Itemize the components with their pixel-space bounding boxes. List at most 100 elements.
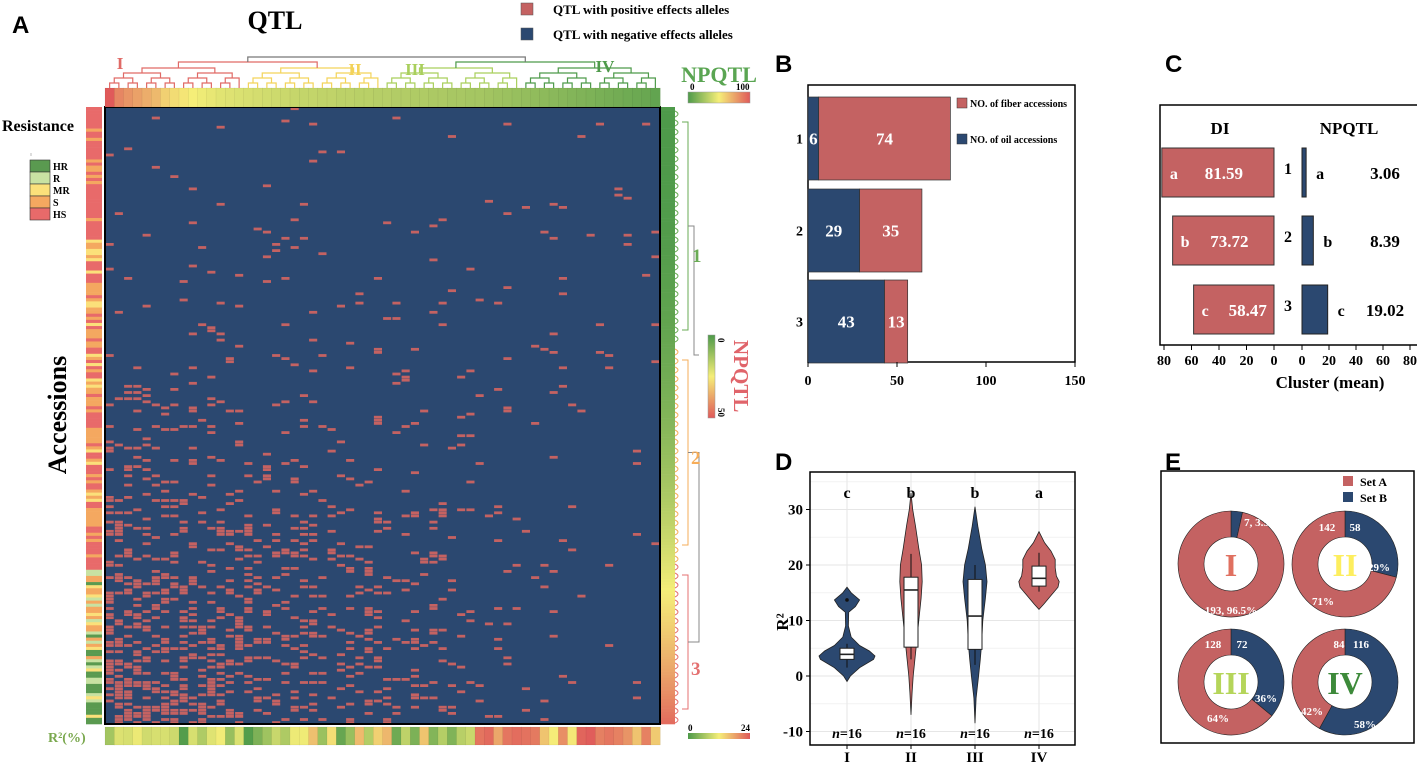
npqtl-row-cell [661, 295, 675, 299]
heatmap-cell [438, 508, 447, 512]
npqtl-row-cell [661, 369, 675, 373]
heatmap-cell [429, 258, 438, 262]
npqtl-row-cell [661, 150, 675, 154]
heatmap-cell [114, 526, 123, 530]
heatmap-cell [216, 202, 225, 206]
npqtl-row-cell [661, 634, 675, 638]
heatmap-cell [346, 702, 355, 706]
heatmap-cell [438, 705, 447, 709]
heatmap-cell [318, 594, 327, 598]
category-label: 3 [796, 316, 803, 331]
resistance-cell [86, 671, 102, 675]
heatmap-cell [373, 422, 382, 425]
dendrogram-branch [141, 67, 216, 73]
di-letter: a [1170, 166, 1178, 183]
heatmap-cell [429, 508, 438, 512]
heatmap-cell [281, 607, 290, 610]
heatmap-cell [179, 625, 188, 629]
heatmap-cell [262, 613, 271, 616]
heatmap-cell [124, 693, 133, 697]
heatmap-cell [318, 252, 327, 256]
heatmap-cell [114, 696, 123, 700]
heatmap-cell [216, 693, 225, 697]
dendrogram-branch [497, 82, 508, 88]
resistance-cell [86, 363, 102, 367]
heatmap-cell [299, 656, 308, 660]
donut-label-set-a: 42% [1301, 706, 1323, 718]
heatmap-cell [642, 273, 651, 277]
dendrogram-branch [603, 77, 624, 83]
heatmap-cell [151, 681, 160, 684]
heatmap-cell [253, 539, 262, 542]
heatmap-cell [614, 193, 623, 197]
heatmap-cell [105, 243, 114, 246]
resistance-cell [86, 693, 102, 697]
resistance-legend-swatch [29, 207, 51, 221]
heatmap-cell [161, 557, 170, 561]
legend-swatch [520, 27, 534, 41]
dendrogram-branch [682, 574, 689, 710]
heatmap-cell [170, 533, 179, 536]
heatmap-cell [429, 607, 438, 610]
resistance-cell [86, 218, 102, 222]
heatmap-cell [438, 323, 447, 327]
npqtl-column-cell [354, 87, 365, 108]
r2-column-cell [585, 726, 596, 746]
resistance-cell [86, 153, 102, 157]
npqtl-row-cell [661, 674, 675, 679]
heatmap-cell [216, 653, 225, 657]
heatmap-cell [512, 607, 521, 610]
heatmap-cell [262, 656, 271, 660]
heatmap-cell [355, 301, 364, 305]
bar-value-label: 35 [882, 222, 899, 241]
r2-column-cell [465, 726, 476, 746]
resistance-cell [86, 304, 102, 308]
dendrogram-leaf [674, 200, 679, 208]
heatmap-cell [105, 628, 114, 632]
heatmap-cell [124, 644, 133, 647]
heatmap-cell [262, 545, 271, 549]
heatmap-cell [309, 631, 318, 635]
resistance-cell [86, 248, 102, 253]
dendrogram-branch [682, 121, 689, 331]
r2-column-cell [530, 726, 541, 746]
heatmap-cell [188, 582, 197, 586]
heatmap-cell [133, 526, 142, 530]
npqtl-row-cell [661, 208, 675, 213]
npqtl-column-cell [585, 87, 596, 108]
heatmap-cell [161, 588, 170, 592]
heatmap-cell [503, 122, 512, 126]
box [967, 578, 983, 650]
r2-column-cell [104, 726, 115, 746]
heatmap-cell [170, 388, 179, 391]
heatmap-cell [623, 196, 632, 200]
heatmap-cell [198, 520, 207, 524]
heatmap-cell [161, 576, 170, 579]
heatmap-cell [225, 613, 234, 616]
npqtl-row-cell [661, 261, 675, 265]
heatmap-cell [364, 665, 373, 669]
npqtl-row-cell [661, 659, 675, 663]
heatmap-cell [188, 625, 197, 629]
dendrogram-leaf [674, 137, 679, 145]
heatmap-cell [179, 502, 188, 505]
heatmap-cell [290, 551, 299, 555]
heatmap-cell [327, 529, 336, 533]
resistance-cell [86, 455, 102, 459]
heatmap-cell [170, 712, 179, 715]
r2-column-cell [289, 726, 300, 746]
dendrogram-leaf [674, 348, 679, 356]
npqtl-row-cell [661, 372, 675, 376]
bar-fiber [818, 96, 951, 181]
resistance-cell [86, 668, 102, 672]
heatmap-cell [457, 375, 466, 379]
heatmap-cell [124, 384, 133, 388]
npqtl-row-cell [661, 406, 675, 410]
heatmap-cell [225, 492, 234, 496]
heatmap-cell [105, 668, 114, 672]
heatmap-cell [244, 554, 253, 558]
npqtl-row-cell [661, 609, 675, 614]
heatmap-cell [494, 715, 503, 718]
resistance-cell [86, 227, 102, 231]
dendrogram-branch [599, 82, 610, 88]
